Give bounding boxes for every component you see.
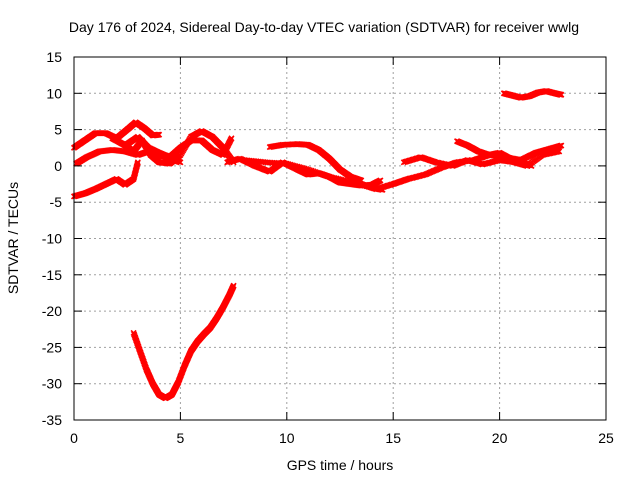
y-tick-label: -20: [42, 303, 62, 319]
data-point: [377, 177, 384, 184]
data-point: [228, 135, 235, 142]
series-track-k: [453, 138, 535, 169]
y-tick-label: 15: [46, 49, 62, 65]
y-tick-label: -5: [50, 194, 63, 210]
y-tick-label: -30: [42, 376, 62, 392]
series-track-e: [124, 133, 235, 161]
ticks: [73, 56, 607, 421]
y-axis-label: SDTVAR / TECUs: [5, 182, 21, 294]
data-point: [156, 131, 163, 138]
data-point: [556, 148, 563, 155]
x-tick-label: 20: [492, 430, 508, 446]
y-tick-label: -10: [42, 231, 62, 247]
y-tick-label: 0: [54, 158, 62, 174]
data-points: [70, 88, 565, 402]
x-tick-label: 15: [385, 430, 401, 446]
y-tick-label: -35: [42, 412, 62, 428]
data-point: [230, 282, 237, 289]
data-point: [558, 142, 565, 149]
series-track-l: [500, 88, 565, 101]
x-tick-label: 25: [598, 430, 614, 446]
y-tick-label: -25: [42, 339, 62, 355]
x-tick-label: 10: [279, 430, 295, 446]
series-track-c: [70, 159, 141, 200]
series-track-d: [109, 127, 237, 167]
x-axis-label: GPS time / hours: [287, 457, 394, 473]
series-track-g: [266, 141, 365, 184]
y-tick-label: 5: [54, 122, 62, 138]
chart-title: Day 176 of 2024, Sidereal Day-to-day VTE…: [69, 19, 579, 35]
series-track-m: [130, 282, 237, 402]
series-track-a: [70, 119, 163, 151]
grid: [74, 57, 606, 420]
tick-labels: 0 5 10 15 20 25 15 10 5 0 -5 -10 -15 -20 -25 -30 -35: [42, 49, 614, 446]
x-tick-label: 0: [70, 430, 78, 446]
x-tick-label: 5: [177, 430, 185, 446]
data-point: [558, 91, 565, 98]
data-point: [528, 162, 535, 169]
y-tick-label: -15: [42, 267, 62, 283]
data-point: [134, 159, 141, 166]
y-tick-label: 10: [46, 85, 62, 101]
